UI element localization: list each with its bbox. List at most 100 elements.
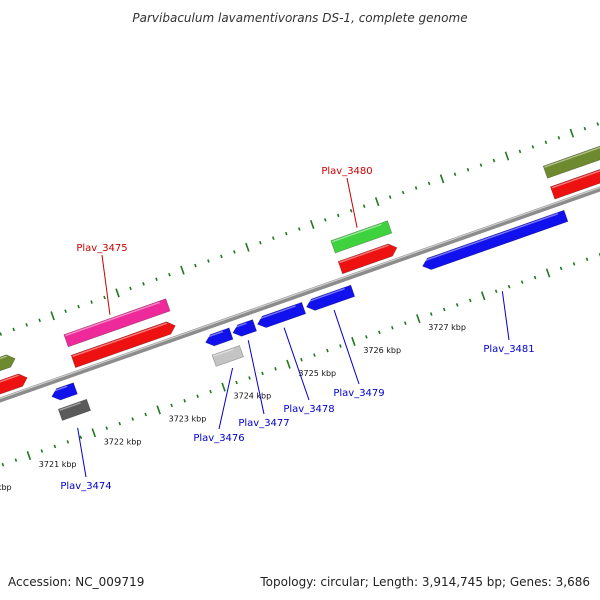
scale-tick (14, 458, 18, 462)
scale-tick (520, 280, 524, 284)
gene-arrow-3479[interactable] (305, 284, 356, 311)
gene-label-plav-3479[interactable]: Plav_3479 (333, 388, 384, 399)
scale-tick (245, 242, 250, 252)
scale-tick (248, 376, 251, 380)
scale-tick (79, 435, 83, 440)
rna-arrow-3476[interactable] (211, 345, 244, 367)
scale-tick (596, 122, 600, 126)
scale-tick (401, 190, 405, 195)
scale-tick (170, 403, 173, 408)
gene-arrow-3476-highlight (204, 330, 224, 339)
scale-tick (53, 444, 57, 449)
cds-arrow-3480-highlight (339, 244, 389, 264)
gene-arrow-3476-shape (205, 327, 234, 347)
scale-tick (233, 250, 236, 254)
cds-arrow-left-edge-shape (0, 373, 28, 395)
scale-tick (194, 263, 197, 268)
scale-ticks-upper (0, 122, 600, 336)
scale-tick (183, 399, 186, 403)
scale-tick (572, 262, 576, 266)
scale-tick (480, 291, 486, 301)
gene-label-plav-3475[interactable]: Plav_3475 (76, 243, 127, 254)
scale-tick (544, 140, 548, 145)
kbp-label: 3726 kbp (363, 346, 401, 355)
gene-label-plav-3476[interactable]: Plav_3476 (193, 433, 244, 444)
gene-arrow-3479-highlight (305, 288, 345, 304)
scale-tick (261, 371, 264, 376)
rna-arrow-3474-highlight (59, 402, 81, 411)
scale-tick (144, 412, 147, 417)
scale-tick (25, 323, 28, 327)
scale-tick (416, 314, 421, 324)
scale-tick (285, 231, 288, 236)
scale-tick (310, 219, 315, 229)
gene-arrow-3481-highlight (421, 213, 559, 263)
scale-tick (533, 275, 537, 280)
gene-label-plav-3474[interactable]: Plav_3474 (60, 481, 111, 492)
scale-tick (468, 298, 472, 303)
gene-label-leader (346, 177, 358, 228)
scale-tick (12, 327, 15, 332)
gene-label-leader (283, 327, 310, 401)
gene-label-plav-3478[interactable]: Plav_3478 (283, 404, 334, 415)
scale-tick (26, 451, 32, 461)
gene-arrow-left-edge-olive-highlight (0, 355, 8, 360)
scale-tick (439, 174, 445, 184)
scale-tick (118, 421, 122, 426)
rna-arrow-3474[interactable] (57, 398, 91, 421)
gene-arrow-3477[interactable] (232, 319, 257, 337)
scale-tick (557, 135, 561, 140)
gene-label-plav-3481[interactable]: Plav_3481 (483, 344, 534, 355)
gene-arrow-3476[interactable] (204, 327, 234, 347)
cds-arrow-3480-shape (337, 243, 398, 275)
scale-tick (91, 428, 97, 438)
gene-arrow-3477-highlight (232, 322, 247, 329)
gene-arrow-3480-highlight (332, 223, 382, 243)
scale-tick (220, 254, 223, 259)
gene-arrow-3478[interactable] (256, 302, 307, 328)
scale-tick (155, 277, 158, 282)
gene-arrow-3475[interactable] (63, 298, 171, 348)
cds-arrow-left-edge-highlight (0, 374, 20, 383)
cds-arrow-3480[interactable] (337, 243, 398, 275)
kbp-label: 3720 kbp (0, 483, 12, 492)
scale-tick (518, 149, 522, 154)
gene-label-plav-3480[interactable]: Plav_3480 (321, 166, 372, 177)
gene-arrow-3474[interactable] (50, 382, 78, 401)
scale-tick (427, 181, 431, 186)
scale-tick (326, 348, 329, 353)
scale-tick (313, 353, 316, 357)
gene-arrow-left-edge-olive[interactable] (0, 354, 16, 378)
kbp-label: 3727 kbp (428, 323, 466, 332)
gene-arrow-right-edge-olive-shape (542, 145, 600, 179)
scale-tick (442, 307, 446, 312)
gene-arrow-3479-shape (306, 284, 356, 311)
scale-tick (168, 272, 171, 277)
gene-label-leader (218, 367, 234, 430)
gene-label-plav-3477[interactable]: Plav_3477 (238, 418, 289, 429)
scale-tick (64, 309, 67, 313)
scale-tick (115, 288, 120, 298)
scale-tick (129, 286, 132, 291)
scale-tick (156, 405, 161, 415)
scale-tick (180, 265, 185, 275)
gene-arrow-3481[interactable] (421, 209, 569, 270)
scale-tick (585, 257, 589, 262)
scale-tick (38, 318, 41, 323)
scale-tick (235, 380, 238, 385)
cds-arrow-left-edge[interactable] (0, 373, 28, 400)
scale-tick (323, 218, 327, 222)
scale-tick (286, 359, 291, 369)
scale-tick (453, 172, 457, 177)
cds-arrow-3475[interactable] (70, 321, 176, 368)
genome-backbone-highlight (0, 186, 600, 400)
gene-label-leader (247, 340, 265, 415)
map-layer: 3720 kbp 3721 kbp 3722 kbp 3723 kbp 3724 kbp… (0, 122, 600, 492)
scale-tick (349, 209, 353, 213)
scale-tick (209, 389, 212, 394)
gene-arrow-3480[interactable] (330, 220, 393, 254)
gene-arrow-right-edge-olive[interactable] (542, 143, 600, 179)
genome-backbone (0, 186, 600, 403)
scale-tick (492, 158, 496, 163)
